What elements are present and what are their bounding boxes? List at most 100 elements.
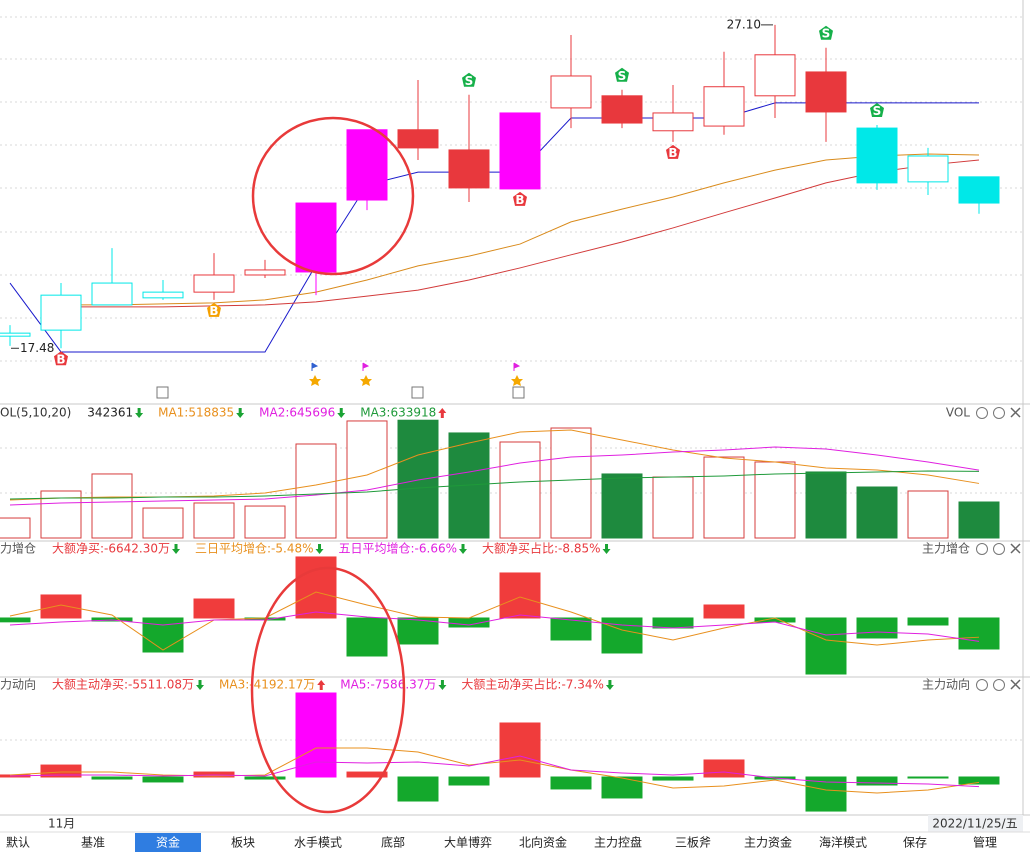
tab[interactable]: 资金 [156, 835, 180, 850]
indicator-line [9, 611, 980, 642]
signal-badge [54, 351, 68, 366]
candle-body [499, 112, 541, 190]
bar [550, 617, 592, 641]
star-icon [511, 375, 523, 386]
bar [346, 771, 388, 778]
panel-icon[interactable] [976, 543, 988, 555]
candle-body [805, 71, 847, 113]
bar [397, 419, 439, 539]
bar [601, 776, 643, 799]
indicator-line [9, 470, 980, 500]
panel-icon[interactable] [976, 407, 988, 419]
min-price-label: 17.48 [20, 341, 54, 355]
panel-icon[interactable] [976, 679, 988, 691]
legend-item: MA5:-7586.37万 [340, 678, 436, 692]
tab[interactable]: 管理 [973, 835, 997, 850]
indicator-line [9, 591, 980, 651]
bar [91, 473, 133, 539]
close-icon[interactable] [1010, 679, 1021, 690]
tab[interactable]: 水手模式 [294, 836, 342, 850]
signal-label: B [56, 352, 65, 366]
signal-label: S [465, 74, 474, 88]
legend-item: OL(5,10,20) [0, 406, 71, 420]
bar [448, 776, 490, 786]
tab[interactable]: 底部 [381, 835, 405, 850]
panel-label: 主力动向 [922, 677, 970, 692]
tab[interactable]: 主力控盘 [594, 835, 642, 850]
close-icon[interactable] [1010, 407, 1021, 418]
tab[interactable]: 海洋模式 [819, 835, 867, 850]
indicator-panel: 力动向 大额主动净买:-5511.08万 MA3:-4192.17万 MA5:-758… [0, 677, 1021, 812]
bar [652, 776, 694, 781]
panel-label: VOL [946, 406, 970, 420]
bar [0, 517, 31, 539]
highlight-ellipse [251, 116, 415, 276]
trend-arrow [605, 680, 614, 690]
bar [244, 505, 286, 539]
tab[interactable]: 北向资金 [519, 835, 567, 850]
bar [499, 441, 541, 539]
trend-arrow [315, 544, 324, 554]
note-icon [156, 386, 169, 399]
candle-body [244, 269, 286, 276]
tab[interactable]: 保存 [903, 836, 927, 850]
candle-body [907, 155, 949, 183]
legend-item: 342361 [87, 406, 133, 420]
bar [346, 617, 388, 657]
tab[interactable]: 三板斧 [675, 836, 711, 850]
panel-icon[interactable] [993, 543, 1005, 555]
bar [856, 776, 898, 786]
candle-body [397, 129, 439, 149]
legend-item: MA3:-4192.17万 [219, 678, 315, 692]
tab[interactable]: 板块 [231, 836, 255, 850]
active-tab-bg [135, 833, 201, 852]
candlestick-panel: B B S B S B S S 27.10 17.48 [0, 17, 1000, 366]
signal-badge [207, 302, 221, 317]
trend-arrow [438, 680, 447, 690]
bar [0, 617, 31, 623]
trend-arrow [337, 408, 346, 418]
panel-icon[interactable] [993, 679, 1005, 691]
cursor-date: 2022/11/25/五 [932, 817, 1017, 831]
candle-body [856, 127, 898, 184]
candle-body [0, 332, 31, 337]
candle-body [652, 112, 694, 132]
tab[interactable]: 大单博弈 [444, 835, 492, 850]
bar [601, 473, 643, 539]
bar [550, 776, 592, 790]
candle-body [142, 291, 184, 299]
max-price-label: 27.10 [727, 17, 761, 31]
signal-label: B [668, 146, 677, 160]
panel-icon[interactable] [993, 407, 1005, 419]
signal-label: S [873, 104, 882, 118]
bar [244, 776, 286, 780]
close-icon[interactable] [1010, 543, 1021, 554]
bar [499, 722, 541, 778]
bar [346, 420, 388, 539]
signal-badge [513, 191, 527, 206]
legend-item: 大额主动净买:-5511.08万 [52, 678, 194, 692]
bar [550, 427, 592, 539]
bar [958, 776, 1000, 785]
signal-label: B [515, 193, 524, 207]
tab-bar [0, 832, 1030, 852]
bar [142, 776, 184, 783]
tab[interactable]: 主力资金 [744, 835, 792, 850]
bar [907, 776, 949, 779]
trend-arrow [135, 408, 144, 418]
tab[interactable]: 默认 [6, 835, 30, 850]
candle-body [448, 149, 490, 189]
indicator-line [9, 446, 980, 506]
legend-item: 大额净买:-6642.30万 [52, 542, 170, 556]
annotation-ellipses [250, 116, 415, 814]
bar [142, 617, 184, 653]
tab[interactable]: 基准 [81, 836, 105, 850]
plots: B B S B S B S S 27.10 17.48 OL(5,10,20) 342361 MA1:5… [0, 17, 1021, 812]
signal-badge [819, 25, 833, 40]
bar [397, 617, 439, 645]
legend-item: 大额主动净买占比:-7.34% [461, 677, 604, 692]
signal-badge [870, 103, 884, 118]
bar [652, 476, 694, 539]
bar [91, 776, 133, 780]
